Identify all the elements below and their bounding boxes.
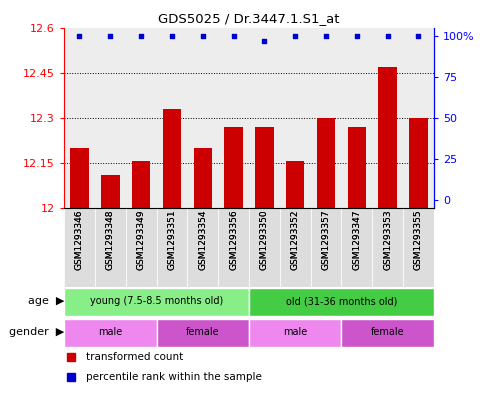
Text: transformed count: transformed count xyxy=(86,352,183,362)
Text: GSM1293356: GSM1293356 xyxy=(229,209,238,270)
Point xyxy=(384,33,391,39)
Text: GSM1293357: GSM1293357 xyxy=(321,209,330,270)
Text: percentile rank within the sample: percentile rank within the sample xyxy=(86,372,262,382)
Bar xyxy=(409,118,427,208)
Text: female: female xyxy=(186,327,219,338)
Point xyxy=(75,33,83,39)
Text: male: male xyxy=(98,327,122,338)
Text: GSM1293354: GSM1293354 xyxy=(198,209,207,270)
Text: GSM1293351: GSM1293351 xyxy=(168,209,176,270)
Bar xyxy=(403,28,434,208)
Text: GSM1293350: GSM1293350 xyxy=(260,209,269,270)
Bar xyxy=(70,148,89,208)
Text: female: female xyxy=(371,327,404,338)
Bar xyxy=(341,319,434,347)
Bar xyxy=(280,208,311,286)
Text: GSM1293353: GSM1293353 xyxy=(383,209,392,270)
Text: old (31-36 months old): old (31-36 months old) xyxy=(286,296,397,307)
Point xyxy=(168,33,176,39)
Text: GSM1293352: GSM1293352 xyxy=(291,209,300,270)
Text: GSM1293347: GSM1293347 xyxy=(352,209,361,270)
Bar xyxy=(95,208,126,286)
Text: male: male xyxy=(283,327,307,338)
Bar xyxy=(101,175,119,208)
Point xyxy=(137,33,145,39)
Bar xyxy=(311,208,341,286)
Bar xyxy=(218,208,249,286)
Bar xyxy=(157,319,249,347)
Bar xyxy=(95,28,126,208)
Bar xyxy=(372,208,403,286)
Bar xyxy=(286,161,305,208)
Bar xyxy=(341,28,372,208)
Bar xyxy=(157,208,187,286)
Point xyxy=(260,37,268,44)
Text: GSM1293348: GSM1293348 xyxy=(106,209,115,270)
Text: gender  ▶: gender ▶ xyxy=(9,327,64,338)
Text: GSM1293355: GSM1293355 xyxy=(414,209,423,270)
Bar xyxy=(317,118,335,208)
Text: GSM1293356: GSM1293356 xyxy=(229,209,238,270)
Bar xyxy=(378,66,397,208)
Bar xyxy=(372,28,403,208)
Bar xyxy=(64,288,249,316)
Text: age  ▶: age ▶ xyxy=(28,296,64,307)
Point xyxy=(353,33,361,39)
Bar xyxy=(249,28,280,208)
Text: GSM1293351: GSM1293351 xyxy=(168,209,176,270)
Bar xyxy=(187,208,218,286)
Bar xyxy=(280,28,311,208)
Bar xyxy=(348,127,366,208)
Text: young (7.5-8.5 months old): young (7.5-8.5 months old) xyxy=(90,296,223,307)
Bar xyxy=(249,288,434,316)
Bar xyxy=(64,28,95,208)
Bar xyxy=(249,319,341,347)
Text: GSM1293354: GSM1293354 xyxy=(198,209,207,270)
Bar xyxy=(403,208,434,286)
Text: GSM1293350: GSM1293350 xyxy=(260,209,269,270)
Point xyxy=(199,33,207,39)
Bar xyxy=(193,148,212,208)
Bar xyxy=(126,208,157,286)
Bar xyxy=(255,127,274,208)
Bar xyxy=(341,208,372,286)
Point xyxy=(291,33,299,39)
Bar xyxy=(126,28,157,208)
Bar xyxy=(311,28,341,208)
Point xyxy=(415,33,423,39)
Text: GSM1293349: GSM1293349 xyxy=(137,209,145,270)
Text: GSM1293348: GSM1293348 xyxy=(106,209,115,270)
Text: GSM1293353: GSM1293353 xyxy=(383,209,392,270)
Bar xyxy=(218,28,249,208)
Bar xyxy=(64,319,157,347)
Text: GSM1293346: GSM1293346 xyxy=(75,209,84,270)
Bar xyxy=(187,28,218,208)
Text: GSM1293352: GSM1293352 xyxy=(291,209,300,270)
Point xyxy=(106,33,114,39)
Text: GSM1293355: GSM1293355 xyxy=(414,209,423,270)
Text: GSM1293346: GSM1293346 xyxy=(75,209,84,270)
Title: GDS5025 / Dr.3447.1.S1_at: GDS5025 / Dr.3447.1.S1_at xyxy=(158,12,340,25)
Text: GSM1293349: GSM1293349 xyxy=(137,209,145,270)
Bar xyxy=(157,28,187,208)
Bar xyxy=(163,108,181,208)
Point xyxy=(322,33,330,39)
Bar xyxy=(132,161,150,208)
Point xyxy=(230,33,238,39)
Text: GSM1293347: GSM1293347 xyxy=(352,209,361,270)
Bar xyxy=(64,208,95,286)
Text: GSM1293357: GSM1293357 xyxy=(321,209,330,270)
Bar xyxy=(224,127,243,208)
Bar xyxy=(249,208,280,286)
